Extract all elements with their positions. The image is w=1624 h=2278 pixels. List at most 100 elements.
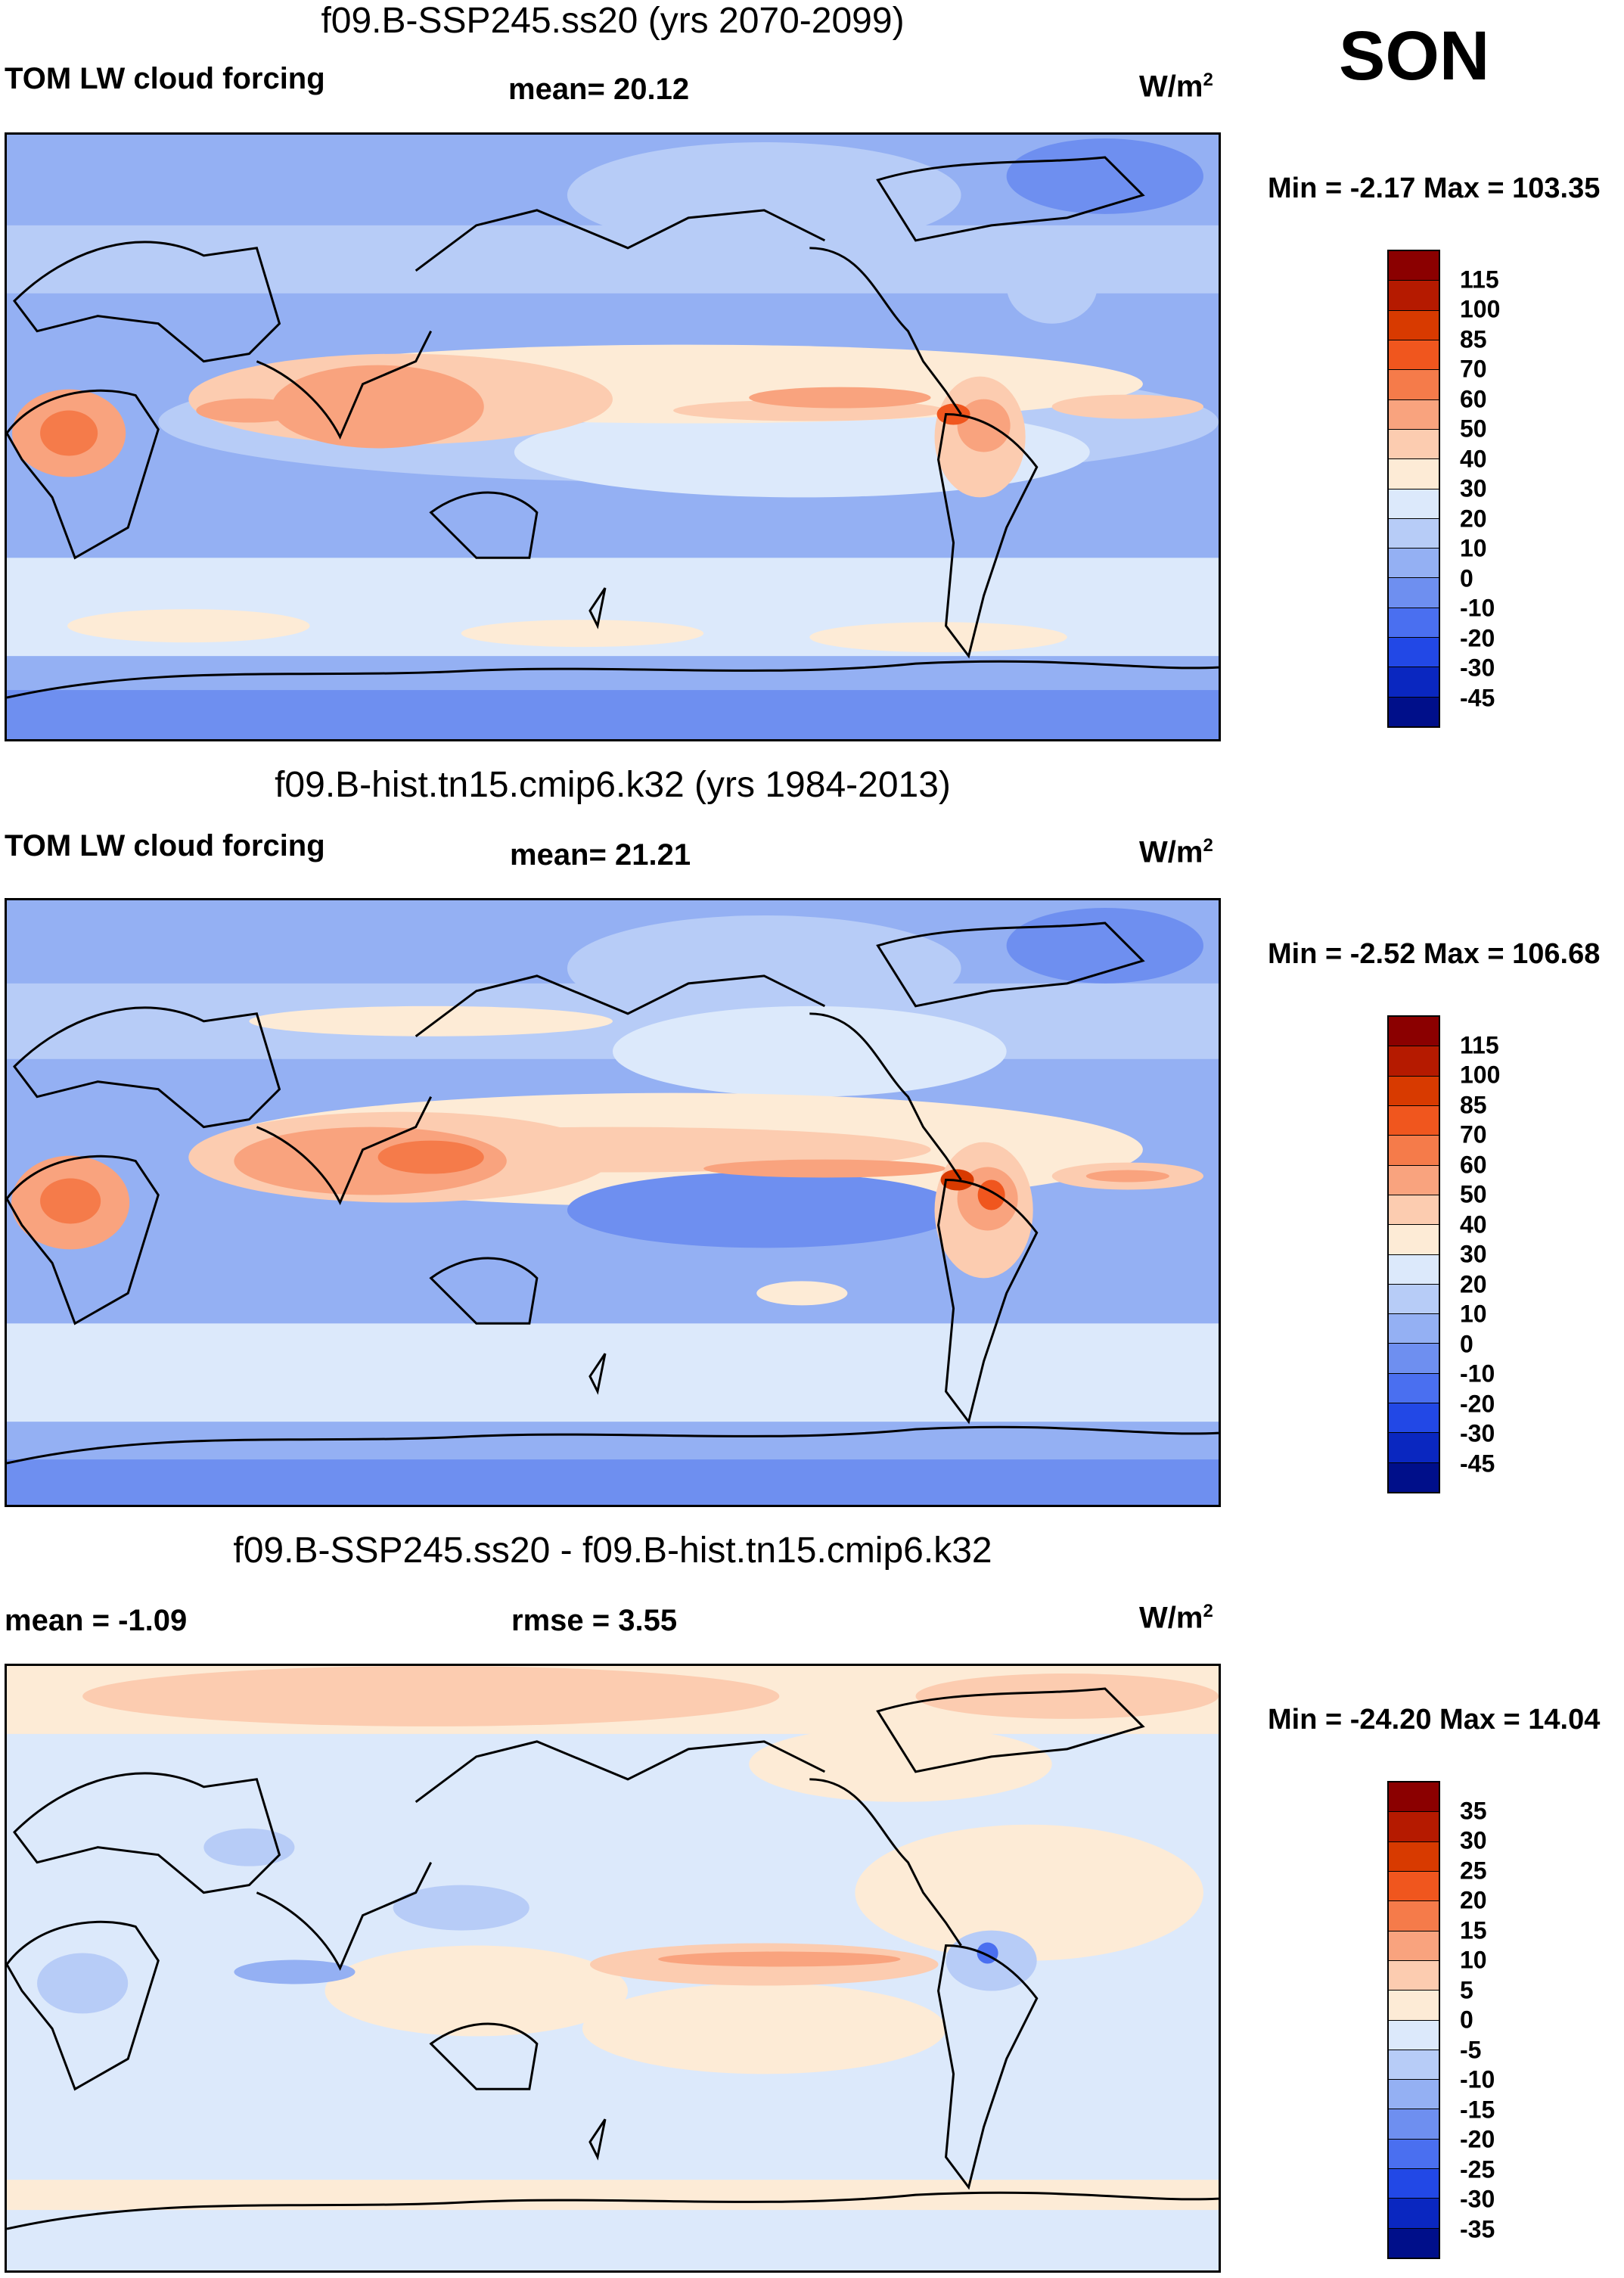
colorbar-swatch bbox=[1389, 667, 1439, 698]
colorbar-swatch bbox=[1389, 1841, 1439, 1872]
colorbar-tick-label: 0 bbox=[1460, 1330, 1473, 1357]
colorbar-swatch bbox=[1389, 1195, 1439, 1226]
colorbar-swatch bbox=[1389, 1462, 1439, 1492]
colorbar-tick-label: 10 bbox=[1460, 1946, 1487, 1974]
panel-2-coastlines bbox=[7, 921, 1219, 1465]
colorbar-swatch bbox=[1389, 1254, 1439, 1285]
panel-1-map bbox=[5, 132, 1221, 741]
colorbar-tick-label: -25 bbox=[1460, 2155, 1495, 2183]
colorbar-tick-label: 20 bbox=[1460, 1270, 1487, 1297]
colorbar-tick-label: -20 bbox=[1460, 1390, 1495, 1417]
panel-3-colorbar bbox=[1387, 1781, 1440, 2259]
colorbar-swatch bbox=[1389, 1782, 1439, 1813]
colorbar-tick-label: 30 bbox=[1460, 1826, 1487, 1854]
panel-2-minmax: Min = -2.52 Max = 106.68 bbox=[1268, 938, 1601, 970]
panel-1-map-svg bbox=[7, 135, 1219, 739]
colorbar-swatch bbox=[1389, 1314, 1439, 1344]
colorbar-swatch bbox=[1389, 429, 1439, 460]
colorbar-swatch bbox=[1389, 1403, 1439, 1434]
colorbar-tick-label: 20 bbox=[1460, 1886, 1487, 1914]
colorbar-tick-label: -10 bbox=[1460, 594, 1495, 622]
colorbar-swatch bbox=[1389, 370, 1439, 400]
colorbar-tick-label: 40 bbox=[1460, 445, 1487, 472]
colorbar-tick-label: 100 bbox=[1460, 295, 1501, 323]
colorbar-tick-label: -20 bbox=[1460, 2125, 1495, 2153]
colorbar-swatch bbox=[1389, 1344, 1439, 1374]
colorbar-tick-label: 60 bbox=[1460, 1151, 1487, 1178]
colorbar-swatch bbox=[1389, 697, 1439, 726]
colorbar-tick-label: -10 bbox=[1460, 2065, 1495, 2093]
colorbar-swatch bbox=[1389, 1105, 1439, 1136]
panel-2-colorbar bbox=[1387, 1015, 1440, 1493]
colorbar-tick-label: 60 bbox=[1460, 385, 1487, 412]
colorbar-swatch bbox=[1389, 1136, 1439, 1166]
colorbar-swatch bbox=[1389, 251, 1439, 281]
panel-2-colorbar-labels: 115 100 85 70 60 50 40 30 20 10 0 -10 -20 -30 -45 bbox=[1460, 1015, 1581, 1493]
colorbar-swatch bbox=[1389, 2228, 1439, 2258]
panel-3-title: f09.B-SSP245.ss20 - f09.B-hist.tn15.cmip… bbox=[233, 1531, 992, 1571]
colorbar-swatch bbox=[1389, 1812, 1439, 1842]
colorbar-swatch bbox=[1389, 340, 1439, 371]
panel-1-colorbar-labels: 115 100 85 70 60 50 40 30 20 10 0 -10 -20 -30 -45 bbox=[1460, 250, 1581, 728]
colorbar-swatch bbox=[1389, 1901, 1439, 1931]
colorbar-swatch bbox=[1389, 1433, 1439, 1463]
panel-3-units: W/m2 bbox=[1139, 1601, 1213, 1635]
colorbar-swatch bbox=[1389, 2139, 1439, 2170]
season-label: SON bbox=[1339, 17, 1490, 95]
colorbar-swatch bbox=[1389, 399, 1439, 430]
panel-3-coastlines bbox=[7, 1687, 1219, 2230]
colorbar-tick-label: 10 bbox=[1460, 534, 1487, 562]
colorbar-swatch bbox=[1389, 2199, 1439, 2229]
colorbar-swatch bbox=[1389, 2050, 1439, 2081]
colorbar-swatch bbox=[1389, 578, 1439, 608]
colorbar-tick-label: 20 bbox=[1460, 505, 1487, 532]
colorbar-tick-label: -45 bbox=[1460, 1450, 1495, 1477]
colorbar-tick-label: 5 bbox=[1460, 1976, 1473, 2003]
colorbar-swatch bbox=[1389, 2109, 1439, 2140]
colorbar-tick-label: -30 bbox=[1460, 1419, 1495, 1447]
colorbar-swatch bbox=[1389, 1165, 1439, 1195]
colorbar-swatch bbox=[1389, 459, 1439, 489]
panel-1-variable-label: TOM LW cloud forcing bbox=[5, 62, 325, 95]
panel-1-units: W/m2 bbox=[1139, 70, 1213, 104]
colorbar-swatch bbox=[1389, 1284, 1439, 1315]
colorbar-tick-label: -30 bbox=[1460, 654, 1495, 682]
colorbar-swatch bbox=[1389, 608, 1439, 639]
panel-2-map-svg bbox=[7, 900, 1219, 1505]
colorbar-swatch bbox=[1389, 1076, 1439, 1106]
colorbar-tick-label: 10 bbox=[1460, 1300, 1487, 1328]
colorbar-swatch bbox=[1389, 1225, 1439, 1255]
colorbar-tick-label: 0 bbox=[1460, 2006, 1473, 2034]
colorbar-tick-label: 15 bbox=[1460, 1916, 1487, 1944]
colorbar-tick-label: 50 bbox=[1460, 415, 1487, 443]
colorbar-swatch bbox=[1389, 2020, 1439, 2050]
colorbar-tick-label: 85 bbox=[1460, 1091, 1487, 1118]
panel-2-mean-label: mean= 21.21 bbox=[510, 838, 691, 872]
panel-1-coastlines bbox=[7, 156, 1219, 699]
colorbar-swatch bbox=[1389, 549, 1439, 579]
panel-1-minmax: Min = -2.17 Max = 103.35 bbox=[1268, 172, 1601, 204]
panel-3-rmse-label: rmse = 3.55 bbox=[511, 1604, 678, 1637]
colorbar-swatch bbox=[1389, 1046, 1439, 1077]
colorbar-tick-label: -20 bbox=[1460, 624, 1495, 651]
colorbar-swatch bbox=[1389, 489, 1439, 519]
colorbar-tick-label: 35 bbox=[1460, 1797, 1487, 1824]
panel-2-variable-label: TOM LW cloud forcing bbox=[5, 829, 325, 862]
colorbar-tick-label: -10 bbox=[1460, 1360, 1495, 1388]
panel-1-colorbar bbox=[1387, 250, 1440, 728]
colorbar-swatch bbox=[1389, 281, 1439, 311]
colorbar-swatch bbox=[1389, 1017, 1439, 1047]
colorbar-tick-label: 50 bbox=[1460, 1180, 1487, 1208]
colorbar-tick-label: 30 bbox=[1460, 474, 1487, 502]
colorbar-swatch bbox=[1389, 1931, 1439, 1961]
panel-2-units: W/m2 bbox=[1139, 835, 1213, 869]
panel-3-minmax: Min = -24.20 Max = 14.04 bbox=[1268, 1704, 1601, 1736]
colorbar-tick-label: 115 bbox=[1460, 1031, 1499, 1058]
colorbar-tick-label: 70 bbox=[1460, 1120, 1487, 1148]
panel-2-map bbox=[5, 898, 1221, 1507]
colorbar-swatch bbox=[1389, 2169, 1439, 2199]
panel-1-title: f09.B-SSP245.ss20 (yrs 2070-2099) bbox=[321, 1, 905, 41]
colorbar-tick-label: -30 bbox=[1460, 2185, 1495, 2213]
panel-3-map-svg bbox=[7, 1666, 1219, 2270]
panel-2-title: f09.B-hist.tn15.cmip6.k32 (yrs 1984-2013… bbox=[275, 765, 951, 805]
